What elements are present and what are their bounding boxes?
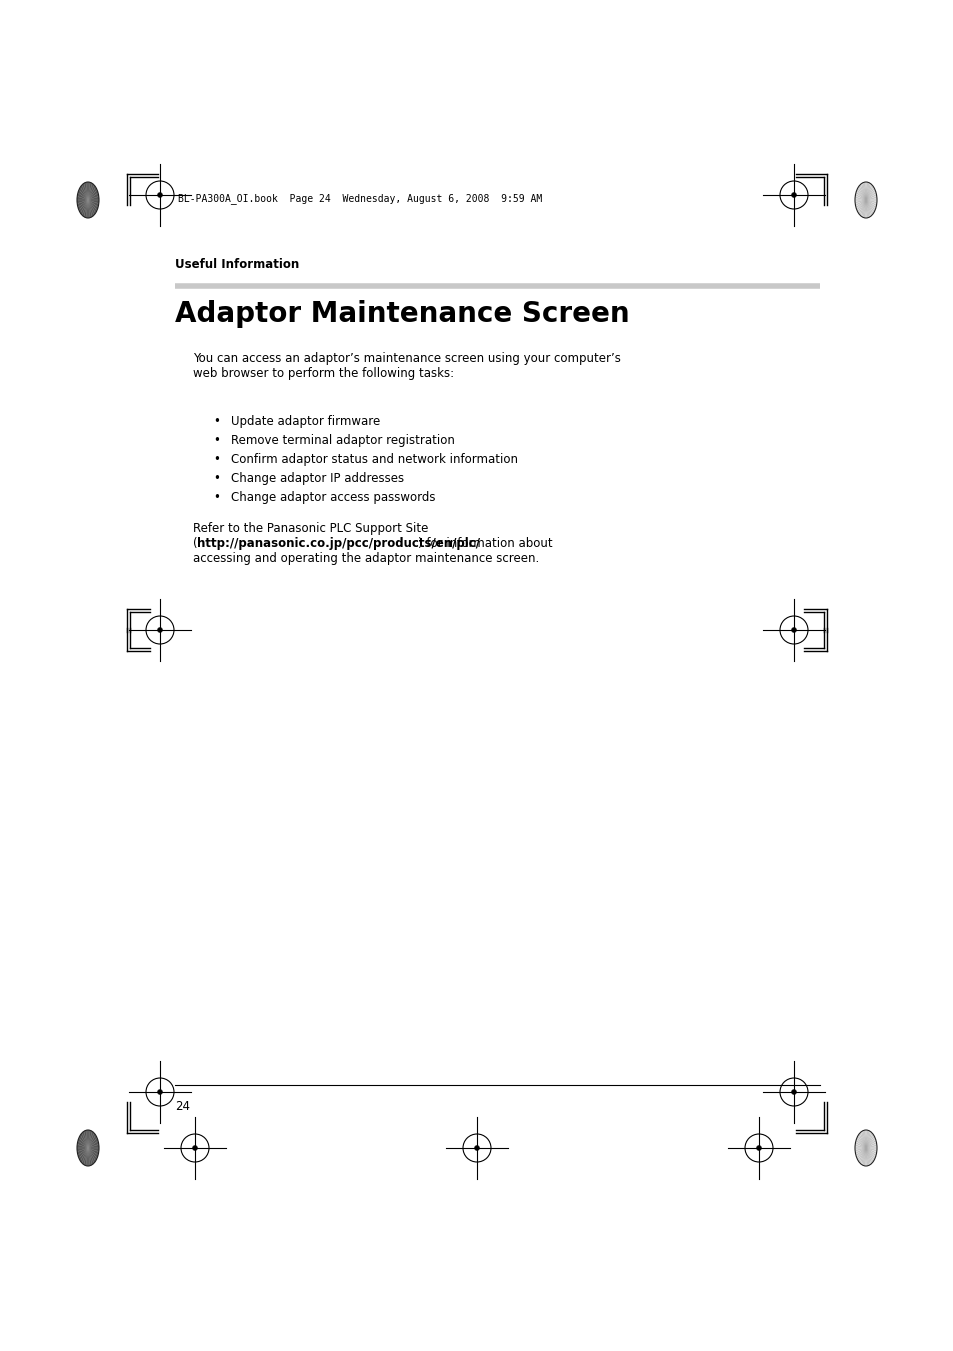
Text: Remove terminal adaptor registration: Remove terminal adaptor registration (231, 434, 455, 447)
Text: •: • (213, 434, 220, 447)
Text: http://panasonic.co.jp/pcc/products/en/plc/: http://panasonic.co.jp/pcc/products/en/p… (196, 536, 479, 550)
Text: BL-PA300A_OI.book  Page 24  Wednesday, August 6, 2008  9:59 AM: BL-PA300A_OI.book Page 24 Wednesday, Aug… (178, 193, 541, 204)
Ellipse shape (854, 1129, 876, 1166)
Text: •: • (213, 415, 220, 428)
Ellipse shape (77, 182, 99, 218)
Circle shape (791, 192, 796, 197)
Text: Confirm adaptor status and network information: Confirm adaptor status and network infor… (231, 453, 517, 466)
Text: Refer to the Panasonic PLC Support Site: Refer to the Panasonic PLC Support Site (193, 521, 428, 535)
Text: (: ( (193, 536, 197, 550)
Circle shape (756, 1146, 760, 1151)
Circle shape (193, 1146, 197, 1151)
Circle shape (157, 1089, 162, 1094)
Text: Adaptor Maintenance Screen: Adaptor Maintenance Screen (174, 300, 629, 328)
Ellipse shape (77, 1129, 99, 1166)
Circle shape (157, 627, 162, 632)
Text: You can access an adaptor’s maintenance screen using your computer’s: You can access an adaptor’s maintenance … (193, 353, 620, 365)
Circle shape (157, 192, 162, 197)
Text: Useful Information: Useful Information (174, 258, 299, 272)
Text: Change adaptor access passwords: Change adaptor access passwords (231, 490, 435, 504)
Circle shape (791, 1089, 796, 1094)
Ellipse shape (854, 182, 876, 218)
Text: •: • (213, 453, 220, 466)
Text: accessing and operating the adaptor maintenance screen.: accessing and operating the adaptor main… (193, 553, 538, 565)
Text: Update adaptor firmware: Update adaptor firmware (231, 415, 380, 428)
Circle shape (791, 627, 796, 632)
Text: Change adaptor IP addresses: Change adaptor IP addresses (231, 471, 404, 485)
Text: •: • (213, 471, 220, 485)
Text: •: • (213, 490, 220, 504)
Text: web browser to perform the following tasks:: web browser to perform the following tas… (193, 367, 454, 380)
Circle shape (474, 1146, 479, 1151)
Text: 24: 24 (174, 1100, 190, 1113)
Text: ) for information about: ) for information about (418, 536, 553, 550)
